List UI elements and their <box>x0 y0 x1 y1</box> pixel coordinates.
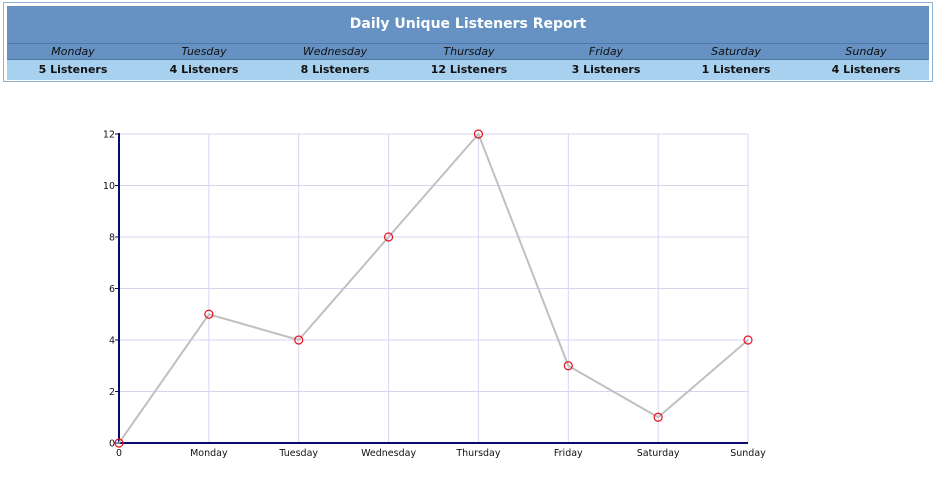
day-header-tuesday: Tuesday <box>181 45 227 58</box>
listener-count-sunday: 4 Listeners <box>831 63 901 76</box>
chart-series <box>114 129 753 448</box>
x-tick-label: 0 <box>116 448 122 459</box>
listener-count-saturday: 1 Listeners <box>701 63 771 76</box>
data-point-saturday[interactable] <box>653 412 663 422</box>
data-point-wednesday[interactable] <box>383 232 394 242</box>
data-point-tuesday[interactable] <box>294 335 304 345</box>
data-point-friday[interactable] <box>563 361 573 371</box>
listener-count-tuesday: 4 Listeners <box>169 63 239 76</box>
x-tick-label: Friday <box>554 448 583 459</box>
chart-grid <box>119 133 749 443</box>
x-tick-label: Thursday <box>455 448 501 459</box>
data-point-sunday[interactable] <box>743 335 753 345</box>
y-tick-label: 10 <box>103 181 115 192</box>
listener-count-monday: 5 Listeners <box>38 63 108 76</box>
y-tick-label: 12 <box>103 130 115 141</box>
day-header-row: Monday Tuesday Wednesday Thursday Friday Satu… <box>7 43 929 60</box>
day-header-sunday: Sunday <box>845 45 887 58</box>
day-header-saturday: Saturday <box>711 45 761 58</box>
chart-axes <box>115 133 748 444</box>
x-tick-label: Sunday <box>730 448 766 459</box>
series-line <box>118 132 749 444</box>
day-header-wednesday: Wednesday <box>302 45 368 58</box>
day-header-friday: Friday <box>588 45 624 58</box>
listener-count-wednesday: 8 Listeners <box>300 63 370 76</box>
data-point-0[interactable] <box>114 438 124 448</box>
data-point-thursday[interactable] <box>473 129 484 139</box>
y-tick-label: 8 <box>109 233 115 244</box>
report-table: Daily Unique Listeners Report Monday Tues… <box>3 2 933 82</box>
listener-count-friday: 3 Listeners <box>571 63 641 76</box>
day-header-monday: Monday <box>51 45 95 58</box>
y-tick-label: 0 <box>109 439 115 450</box>
y-tick-label: 2 <box>109 387 115 398</box>
y-tick-label: 4 <box>109 336 115 347</box>
report-title: Daily Unique Listeners Report <box>7 6 929 43</box>
x-tick-label: Tuesday <box>278 448 318 459</box>
listener-count-thursday: 12 Listeners <box>430 63 508 76</box>
x-tick-label: Monday <box>190 448 228 459</box>
day-header-thursday: Thursday <box>443 45 495 58</box>
x-tick-label: Saturday <box>637 448 680 459</box>
data-point-monday[interactable] <box>204 309 214 319</box>
y-tick-label: 6 <box>109 284 115 295</box>
x-tick-label: Wednesday <box>361 448 416 459</box>
listener-count-row: 5 Listeners 4 Listeners 8 Listeners 12 List… <box>7 60 929 80</box>
chart-tick-labels: 0 2 4 6 8 10 12 0 Monday Tuesday Wednesday Thursday… <box>103 130 766 460</box>
